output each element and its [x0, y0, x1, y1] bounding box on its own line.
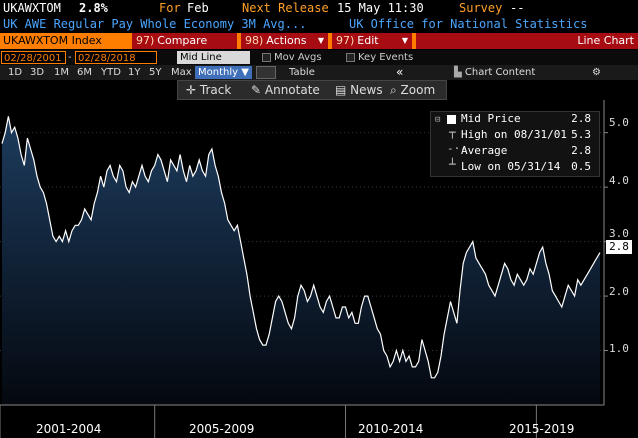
- chart-type-label: Line Chart: [577, 34, 634, 47]
- y-tick-label: 4.0: [609, 174, 629, 187]
- survey-value: --: [510, 1, 525, 15]
- date-range-row: 02/28/2001 - 02/28/2018 Mid Line Mov Avg…: [0, 50, 638, 65]
- ticker: UKAWXTOM: [3, 1, 61, 15]
- end-date-field[interactable]: 02/28/2018: [75, 51, 157, 64]
- compare-number: 97): [136, 34, 155, 47]
- legend-high-value: 5.3: [571, 128, 591, 141]
- collapse-icon[interactable]: «: [396, 65, 404, 79]
- news-label: News: [350, 83, 383, 97]
- edit-menu[interactable]: 97) Edit ▼: [332, 33, 412, 49]
- news-tool[interactable]: ▤ News: [335, 81, 383, 99]
- for-label: For: [159, 1, 181, 15]
- y-tick-label: 5.0: [609, 116, 629, 129]
- high-marker-icon: ┬: [449, 126, 456, 139]
- legend-mid-label: Mid Price: [461, 112, 521, 125]
- y-tick-label: 3.0: [609, 227, 629, 240]
- chart-content-label: Chart Content: [464, 67, 536, 78]
- compare-label: Compare: [157, 34, 208, 47]
- period-3d[interactable]: 3D: [30, 67, 45, 78]
- chart-type-selector[interactable]: Line Chart: [416, 33, 638, 49]
- for-value: Feb: [187, 1, 209, 15]
- collapse-icon[interactable]: ⊟: [435, 115, 441, 125]
- mode-select[interactable]: Mid Line: [177, 51, 250, 64]
- zoom-tool[interactable]: ⌕ Zoom: [390, 81, 435, 99]
- last-value-marker: 2.8: [606, 240, 632, 254]
- news-icon: ▤: [335, 83, 351, 97]
- x-tick-label: 2005-2009: [189, 422, 255, 436]
- frequency-select[interactable]: Monthly ▼: [195, 66, 252, 79]
- function-toolbar: UKAWXTOM Index 97) Compare 98) Actions ▼ 9…: [0, 33, 638, 49]
- header-row: UKAWXTOM 2.8% For Feb Next Release 15 Ma…: [0, 0, 638, 16]
- key-events-label: Key Events: [358, 52, 414, 63]
- average-marker-icon: -·-: [447, 142, 467, 155]
- checkbox-icon: [262, 52, 271, 62]
- x-tick-label: 2015-2019: [509, 422, 575, 436]
- x-tick-label: 2010-2014: [358, 422, 424, 436]
- date-separator: -: [68, 52, 72, 63]
- track-tool[interactable]: ✛ Track: [186, 81, 231, 99]
- low-marker-icon: ┴: [449, 158, 456, 171]
- series-area: [2, 116, 600, 406]
- chart-icon: ▙: [454, 67, 465, 78]
- gear-icon[interactable]: ⚙: [592, 67, 601, 78]
- index-label[interactable]: UKAWXTOM Index: [0, 33, 123, 49]
- current-value: 2.8%: [79, 1, 108, 15]
- checkbox-icon: [346, 52, 355, 62]
- chart-view-icon[interactable]: [256, 66, 276, 79]
- legend-high-label: High on 08/31/01: [461, 128, 567, 141]
- mode-label: Mid Line: [180, 52, 222, 63]
- source-name: UK Office for National Statistics: [349, 17, 588, 31]
- chart-content-button[interactable]: ▙ Chart Content: [454, 65, 535, 80]
- compare-button[interactable]: 97) Compare: [132, 33, 237, 49]
- period-row: 1D 3D 1M 6M YTD 1Y 5Y Max Monthly ▼ Tabl…: [0, 65, 638, 80]
- security-description: UK AWE Regular Pay Whole Economy 3M Avg.…: [3, 17, 307, 31]
- description-row: UK AWE Regular Pay Whole Economy 3M Avg.…: [0, 16, 638, 33]
- chevron-down-icon: ▼: [401, 36, 408, 45]
- pencil-icon: ✎: [251, 83, 265, 97]
- actions-label: Actions: [266, 34, 307, 47]
- period-5y[interactable]: 5Y: [149, 67, 162, 78]
- mov-avgs-label: Mov Avgs: [274, 52, 322, 63]
- period-1d[interactable]: 1D: [8, 67, 23, 78]
- edit-number: 97): [336, 34, 355, 47]
- plus-icon: ✛: [186, 83, 200, 97]
- x-ticks: [0, 405, 537, 438]
- legend-low-value: 0.5: [571, 160, 591, 173]
- chart-tools-bar: ✛ Track ✎ Annotate ▤ News ⌕ Zoom: [177, 80, 447, 100]
- y-tick-label: 2.0: [609, 285, 629, 298]
- mov-avgs-toggle[interactable]: Mov Avgs: [262, 50, 322, 65]
- annotate-label: Annotate: [264, 83, 320, 97]
- legend-average-label: Average: [461, 144, 508, 157]
- legend: ⊟ Mid Price 2.8 ┬ High on 08/31/01 5.3 -…: [430, 111, 600, 177]
- period-ytd[interactable]: YTD: [101, 67, 121, 78]
- track-label: Track: [199, 83, 232, 97]
- legend-low-label: Low on 05/31/14: [461, 160, 561, 173]
- key-events-toggle[interactable]: Key Events: [346, 50, 413, 65]
- actions-menu[interactable]: 98) Actions ▼: [241, 33, 328, 49]
- legend-average-value: 2.8: [571, 144, 591, 157]
- table-view-button[interactable]: Table: [289, 67, 315, 78]
- x-tick-label: 2001-2004: [36, 422, 102, 436]
- series-swatch-icon: [447, 115, 456, 124]
- annotate-tool[interactable]: ✎ Annotate: [251, 81, 320, 99]
- period-1y[interactable]: 1Y: [128, 67, 141, 78]
- next-release-label: Next Release: [242, 1, 329, 15]
- y-tick-label: 1.0: [609, 342, 629, 355]
- chevron-down-icon: ▼: [317, 36, 324, 45]
- series-line: [1, 116, 601, 379]
- edit-label: Edit: [357, 34, 379, 47]
- next-release-value: 15 May 11:30: [337, 1, 424, 15]
- survey-label: Survey: [459, 1, 503, 15]
- actions-number: 98): [245, 34, 264, 47]
- period-max[interactable]: Max: [171, 67, 192, 78]
- period-6m[interactable]: 6M: [77, 67, 92, 78]
- period-1m[interactable]: 1M: [54, 67, 69, 78]
- legend-mid-value: 2.8: [571, 112, 591, 125]
- frequency-label: Monthly: [198, 67, 239, 78]
- magnifier-icon: ⌕: [390, 83, 401, 97]
- start-date-field[interactable]: 02/28/2001: [1, 51, 66, 64]
- zoom-label: Zoom: [400, 83, 436, 97]
